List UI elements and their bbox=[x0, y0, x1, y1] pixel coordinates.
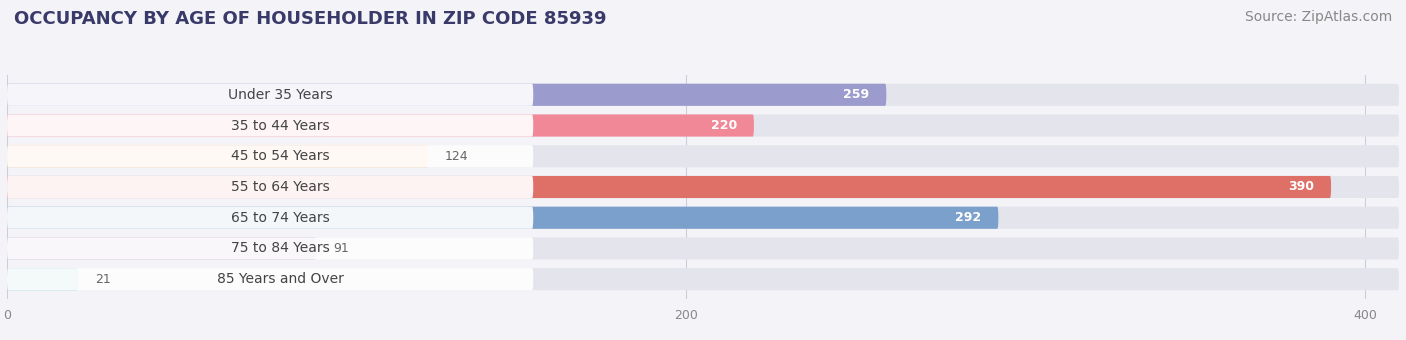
FancyBboxPatch shape bbox=[7, 237, 533, 259]
FancyBboxPatch shape bbox=[7, 207, 1399, 229]
FancyBboxPatch shape bbox=[7, 237, 316, 259]
FancyBboxPatch shape bbox=[7, 115, 533, 137]
Text: 91: 91 bbox=[333, 242, 349, 255]
Text: 75 to 84 Years: 75 to 84 Years bbox=[232, 241, 330, 255]
FancyBboxPatch shape bbox=[7, 237, 1399, 259]
Text: 259: 259 bbox=[844, 88, 869, 101]
Text: 292: 292 bbox=[955, 211, 981, 224]
Text: 220: 220 bbox=[710, 119, 737, 132]
FancyBboxPatch shape bbox=[7, 268, 1399, 290]
Text: OCCUPANCY BY AGE OF HOUSEHOLDER IN ZIP CODE 85939: OCCUPANCY BY AGE OF HOUSEHOLDER IN ZIP C… bbox=[14, 10, 606, 28]
FancyBboxPatch shape bbox=[7, 145, 1399, 167]
Text: 85 Years and Over: 85 Years and Over bbox=[218, 272, 344, 286]
Text: Source: ZipAtlas.com: Source: ZipAtlas.com bbox=[1244, 10, 1392, 24]
FancyBboxPatch shape bbox=[7, 207, 998, 229]
FancyBboxPatch shape bbox=[7, 145, 427, 167]
FancyBboxPatch shape bbox=[7, 84, 886, 106]
FancyBboxPatch shape bbox=[7, 115, 754, 137]
Text: 390: 390 bbox=[1288, 181, 1315, 193]
Text: 55 to 64 Years: 55 to 64 Years bbox=[232, 180, 330, 194]
Text: 65 to 74 Years: 65 to 74 Years bbox=[232, 211, 330, 225]
FancyBboxPatch shape bbox=[7, 84, 1399, 106]
FancyBboxPatch shape bbox=[7, 268, 533, 290]
FancyBboxPatch shape bbox=[7, 145, 533, 167]
Text: 35 to 44 Years: 35 to 44 Years bbox=[232, 119, 330, 133]
FancyBboxPatch shape bbox=[7, 84, 533, 106]
FancyBboxPatch shape bbox=[7, 176, 1399, 198]
FancyBboxPatch shape bbox=[7, 115, 1399, 137]
FancyBboxPatch shape bbox=[7, 176, 1331, 198]
Text: 45 to 54 Years: 45 to 54 Years bbox=[232, 149, 330, 163]
Text: Under 35 Years: Under 35 Years bbox=[228, 88, 333, 102]
Text: 21: 21 bbox=[96, 273, 111, 286]
Text: 124: 124 bbox=[444, 150, 468, 163]
FancyBboxPatch shape bbox=[7, 207, 533, 229]
FancyBboxPatch shape bbox=[7, 268, 79, 290]
FancyBboxPatch shape bbox=[7, 176, 533, 198]
